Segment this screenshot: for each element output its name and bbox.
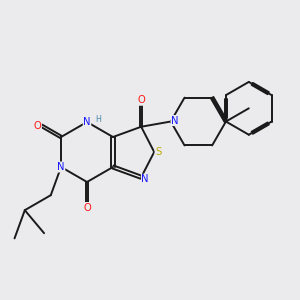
Text: S: S: [155, 147, 161, 157]
Text: N: N: [141, 174, 149, 184]
Text: N: N: [171, 116, 178, 125]
Text: O: O: [137, 95, 145, 105]
Text: N: N: [57, 162, 65, 172]
Text: O: O: [34, 121, 41, 131]
Text: N: N: [83, 117, 91, 127]
Text: H: H: [95, 115, 101, 124]
Text: O: O: [83, 202, 91, 212]
